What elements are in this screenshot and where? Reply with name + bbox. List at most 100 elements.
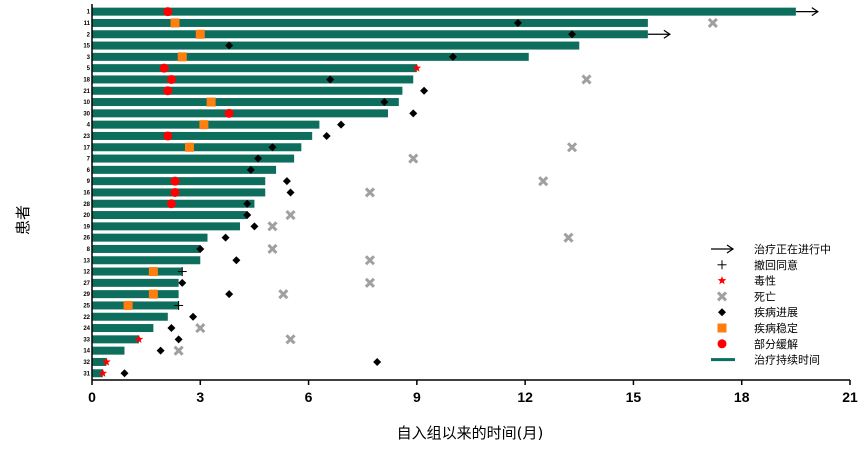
withdraw-marker-patient-12 xyxy=(177,267,187,277)
progression-marker-patient-2 xyxy=(568,30,577,39)
y-tick-label: 5 xyxy=(87,66,91,72)
y-tick-label: 14 xyxy=(83,349,90,355)
death-marker-patient-11 xyxy=(707,17,718,29)
y-tick-label: 11 xyxy=(84,21,91,27)
death-marker-patient-19 xyxy=(267,221,278,232)
partial-response-marker-patient-18 xyxy=(166,74,176,84)
y-tick-label: 4 xyxy=(87,123,91,129)
progression-marker-patient-30 xyxy=(409,109,418,118)
legend-label-stable: 疾病稳定 xyxy=(754,321,798,335)
stable-disease-marker-patient-3 xyxy=(177,52,187,62)
y-tick-label: 9 xyxy=(87,179,91,185)
progression-marker-patient-32 xyxy=(373,357,382,366)
progression-marker-patient-17 xyxy=(268,143,277,152)
y-tick-label: 15 xyxy=(83,44,90,50)
death-marker-patient-20 xyxy=(285,209,296,221)
duration-bar-patient-2 xyxy=(92,30,648,39)
x-tick-label: 18 xyxy=(734,389,750,405)
ongoing-arrow-patient-1 xyxy=(795,7,819,17)
progression-marker-patient-9 xyxy=(282,177,291,186)
legend-symbol-stable xyxy=(717,323,727,333)
progression-marker-patient-3 xyxy=(448,52,457,61)
y-tick-label: 33 xyxy=(83,337,90,343)
duration-bar-patient-15 xyxy=(92,41,580,50)
toxicity-marker-patient-32 xyxy=(102,357,111,366)
y-tick-label: 30 xyxy=(83,111,90,117)
x-tick-label: 15 xyxy=(626,389,642,405)
progression-marker-patient-33 xyxy=(174,335,183,344)
y-tick-label: 31 xyxy=(83,371,90,377)
partial-response-marker-patient-28 xyxy=(166,199,176,209)
y-tick-label: 13 xyxy=(83,258,90,264)
duration-bar-patient-32 xyxy=(92,357,107,366)
progression-marker-patient-16 xyxy=(286,188,295,197)
y-tick-label: 6 xyxy=(87,168,91,174)
duration-bar-patient-22 xyxy=(92,312,168,321)
legend-symbol-withdraw xyxy=(717,260,727,270)
duration-bar-patient-8 xyxy=(92,244,201,253)
progression-marker-patient-11 xyxy=(513,18,522,27)
death-marker-patient-16 xyxy=(364,187,375,198)
y-tick-label: 8 xyxy=(87,247,91,253)
x-axis-title: 自入组以来的时间(月) xyxy=(397,424,544,442)
y-tick-label: 7 xyxy=(87,157,91,163)
partial-response-marker-patient-1 xyxy=(163,7,173,17)
y-tick-label: 24 xyxy=(83,326,90,332)
y-tick-label: 28 xyxy=(83,202,90,208)
x-tick-label: 0 xyxy=(88,389,96,405)
y-tick-label: 22 xyxy=(83,315,90,321)
progression-marker-patient-6 xyxy=(246,165,255,174)
legend-symbol-death xyxy=(716,291,728,302)
axes: 0 3 6 9 12 15 18 21 xyxy=(88,4,858,405)
duration-bar-patient-19 xyxy=(92,222,240,231)
duration-bar-patient-14 xyxy=(92,346,125,355)
y-tick-label: 10 xyxy=(83,100,90,106)
duration-bar-patient-26 xyxy=(92,233,208,242)
duration-bar-patient-31 xyxy=(92,369,103,378)
y-tick-label: 12 xyxy=(83,270,90,276)
legend-symbol-duration xyxy=(711,358,735,362)
withdraw-marker-patient-25 xyxy=(174,300,184,310)
death-marker-patient-29 xyxy=(278,289,289,300)
partial-response-marker-patient-16 xyxy=(170,187,180,197)
progression-marker-patient-22 xyxy=(189,312,198,321)
legend-symbol-partial_response xyxy=(717,339,727,349)
progression-marker-patient-4 xyxy=(337,120,346,129)
stable-disease-marker-patient-2 xyxy=(195,29,205,39)
legend-symbol-toxicity xyxy=(717,276,727,285)
y-tick-label: 16 xyxy=(83,190,90,196)
y-tick-label: 18 xyxy=(83,77,90,83)
y-tick-label: 32 xyxy=(83,360,90,366)
toxicity-marker-patient-33 xyxy=(134,334,144,343)
duration-bar-patient-3 xyxy=(92,52,529,61)
duration-bar-patient-17 xyxy=(92,143,302,152)
duration-bar-patient-27 xyxy=(92,278,179,287)
legend-label-duration: 治疗持续时间 xyxy=(754,353,820,367)
legend-label-toxicity: 毒性 xyxy=(754,274,776,288)
death-marker-patient-24 xyxy=(195,322,206,334)
legend-symbol-ongoing xyxy=(711,244,735,254)
progression-marker-patient-10 xyxy=(380,98,389,107)
partial-response-marker-patient-21 xyxy=(163,86,173,96)
progression-marker-patient-18 xyxy=(326,75,335,84)
x-tick-label: 3 xyxy=(196,389,204,405)
y-tick-label: 3 xyxy=(87,55,91,61)
y-tick-label: 21 xyxy=(83,89,90,95)
plot-area: 1112153518211030423177691628201926813122… xyxy=(83,7,819,378)
duration-bar-patient-25 xyxy=(92,301,179,310)
death-marker-patient-27 xyxy=(364,277,375,288)
duration-bar-patient-24 xyxy=(92,324,154,333)
legend-label-death: 死亡 xyxy=(754,289,776,303)
progression-marker-patient-14 xyxy=(156,346,165,355)
progression-marker-patient-29 xyxy=(225,290,234,299)
x-tick-label: 9 xyxy=(413,389,421,405)
stable-disease-marker-patient-25 xyxy=(123,300,133,310)
progression-marker-patient-20 xyxy=(243,211,252,220)
duration-bar-patient-30 xyxy=(92,109,388,118)
x-tick-label: 6 xyxy=(305,389,313,405)
stable-disease-marker-patient-4 xyxy=(199,120,209,130)
duration-bar-patient-33 xyxy=(92,335,139,344)
duration-bar-patient-23 xyxy=(92,131,313,140)
